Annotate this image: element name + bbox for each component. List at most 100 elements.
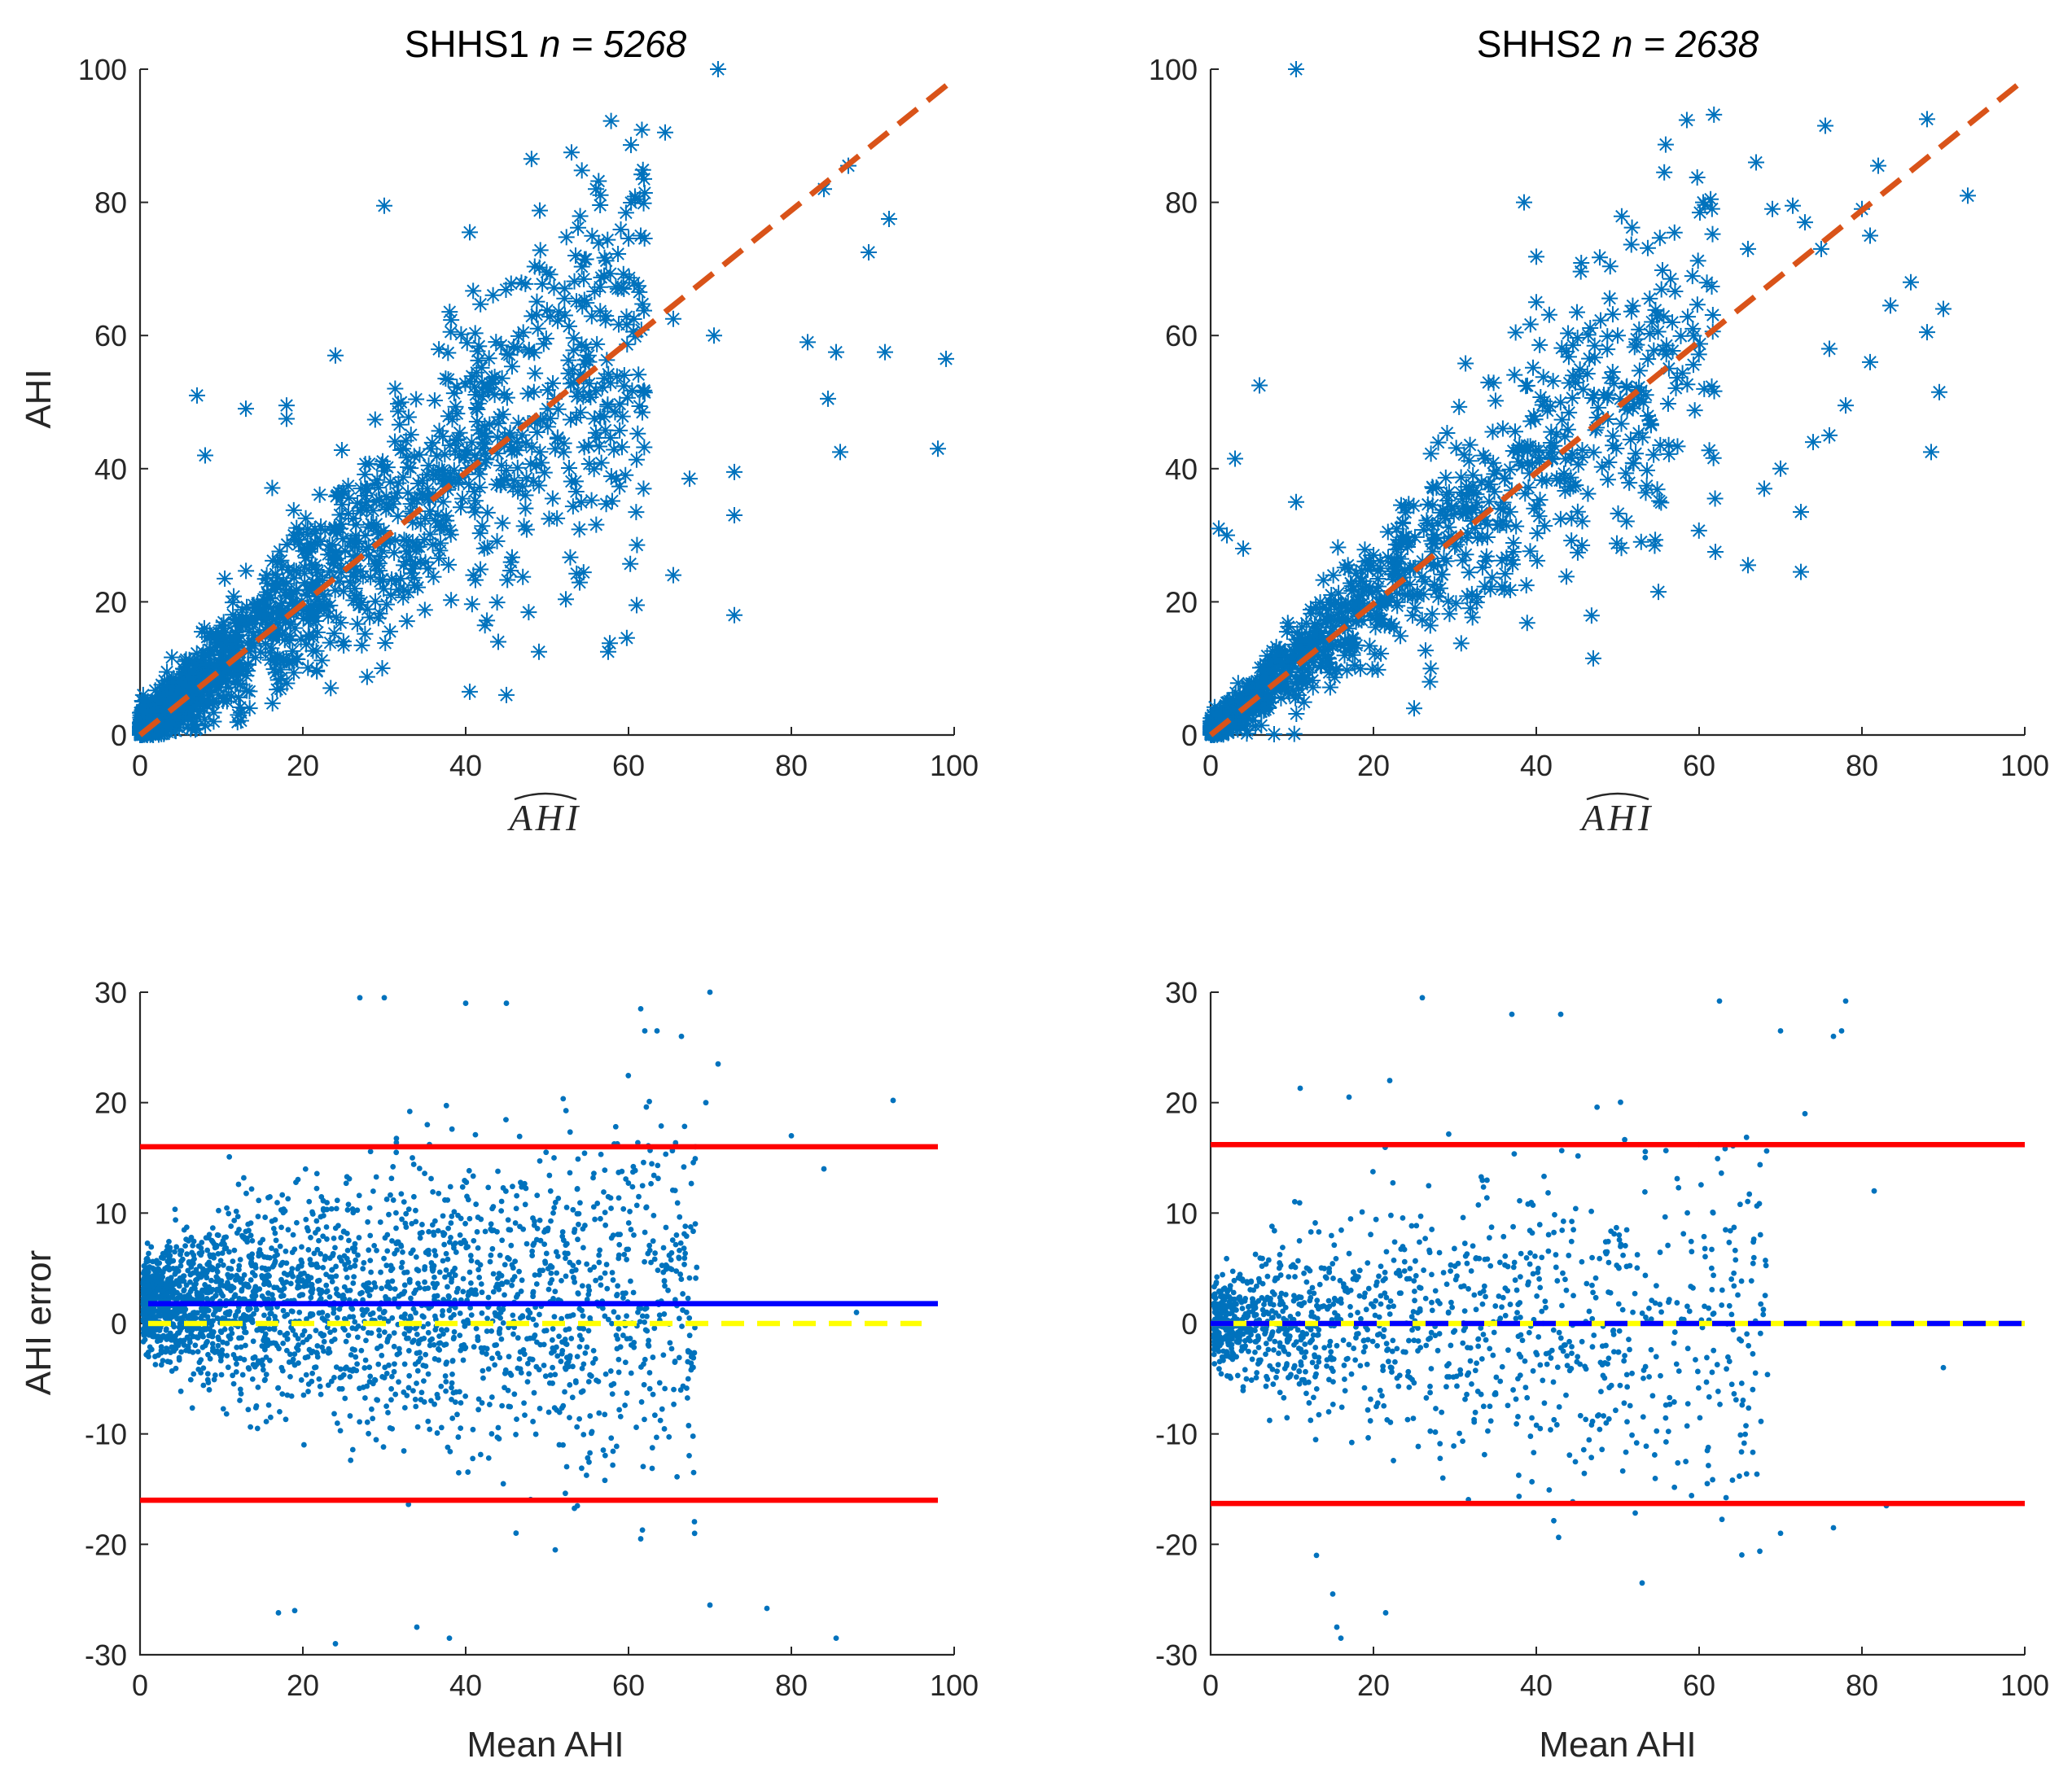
x-tick-label: 40 xyxy=(449,1669,482,1702)
data-point xyxy=(234,1345,240,1350)
data-point xyxy=(1557,428,1574,445)
data-point xyxy=(580,386,598,403)
data-point xyxy=(231,1247,238,1253)
data-point xyxy=(1650,584,1667,601)
data-point xyxy=(1273,676,1290,693)
data-point xyxy=(1365,546,1382,563)
data-point xyxy=(474,374,491,391)
data-point xyxy=(471,479,488,496)
data-point xyxy=(245,1365,252,1371)
data-point xyxy=(1369,570,1386,587)
data-point xyxy=(692,1324,698,1331)
data-point xyxy=(1689,252,1706,269)
data-point xyxy=(1250,680,1267,697)
data-point xyxy=(1656,164,1673,181)
data-point xyxy=(622,1402,629,1408)
data-point xyxy=(484,1315,490,1322)
data-point xyxy=(1312,606,1329,623)
data-point xyxy=(418,1389,425,1396)
data-point xyxy=(475,1267,482,1273)
data-point xyxy=(339,1385,345,1392)
data-point xyxy=(556,1333,562,1340)
data-point xyxy=(1288,671,1305,688)
x-tick-label: 0 xyxy=(132,749,148,782)
data-point xyxy=(1325,618,1342,635)
data-point xyxy=(425,1321,431,1327)
data-point xyxy=(1451,398,1468,415)
data-point xyxy=(624,1257,630,1262)
data-point xyxy=(477,1451,484,1458)
data-point xyxy=(467,1269,473,1275)
data-point xyxy=(1466,520,1483,537)
data-point xyxy=(475,1396,482,1402)
data-point xyxy=(273,1237,279,1244)
data-point xyxy=(180,667,197,685)
data-point xyxy=(335,633,352,650)
data-point xyxy=(408,539,425,556)
data-point xyxy=(572,208,589,225)
data-point xyxy=(384,1248,391,1254)
data-point xyxy=(239,663,256,680)
data-point xyxy=(518,1288,524,1294)
data-point xyxy=(484,1328,490,1334)
data-point xyxy=(680,1307,686,1313)
data-point xyxy=(1562,449,1579,466)
data-point xyxy=(1424,606,1441,623)
data-point xyxy=(1260,700,1277,717)
data-point xyxy=(609,1320,615,1327)
data-point xyxy=(1247,718,1264,735)
data-point xyxy=(308,642,325,659)
data-point xyxy=(1793,563,1809,580)
data-point xyxy=(238,562,255,580)
data-point xyxy=(1422,555,1439,572)
data-point xyxy=(1408,587,1426,604)
data-point xyxy=(602,468,620,485)
data-point xyxy=(1506,366,1523,383)
data-point xyxy=(545,374,562,392)
data-point xyxy=(309,662,326,679)
data-point xyxy=(568,565,585,582)
data-point xyxy=(628,1278,633,1284)
data-point xyxy=(373,542,390,559)
data-point xyxy=(608,1382,615,1389)
data-point xyxy=(242,640,259,657)
data-point xyxy=(629,597,645,614)
data-point xyxy=(438,1383,445,1389)
data-point xyxy=(605,1316,611,1323)
data-point xyxy=(1862,227,1878,244)
data-point xyxy=(1413,611,1430,628)
data-point xyxy=(639,1183,646,1189)
data-point xyxy=(1266,648,1283,665)
data-point xyxy=(399,1259,405,1266)
y-tick-label: 80 xyxy=(1165,186,1198,220)
data-point xyxy=(679,1323,685,1329)
data-point xyxy=(500,1319,506,1326)
data-point xyxy=(342,533,359,550)
data-point xyxy=(1288,493,1304,510)
data-point xyxy=(479,612,496,629)
data-point xyxy=(352,1347,357,1353)
data-point xyxy=(531,202,548,219)
data-point xyxy=(513,1205,519,1212)
data-point xyxy=(449,1380,455,1386)
data-point xyxy=(1439,424,1456,441)
data-point xyxy=(1323,587,1340,604)
data-point xyxy=(411,1290,418,1297)
data-point xyxy=(625,1180,632,1186)
data-point xyxy=(194,1289,200,1296)
data-point xyxy=(659,1262,665,1269)
data-point xyxy=(567,247,584,265)
data-point xyxy=(306,520,323,537)
data-point xyxy=(1328,662,1345,679)
data-point xyxy=(313,1350,320,1356)
data-point xyxy=(228,1266,234,1272)
data-point xyxy=(575,564,592,581)
data-point xyxy=(1591,249,1608,266)
data-point xyxy=(654,1434,659,1441)
data-point xyxy=(480,1375,486,1381)
data-point xyxy=(356,1235,362,1240)
data-point xyxy=(590,1204,597,1210)
data-point xyxy=(688,1180,694,1187)
data-point xyxy=(594,1377,599,1384)
data-point xyxy=(388,484,405,501)
